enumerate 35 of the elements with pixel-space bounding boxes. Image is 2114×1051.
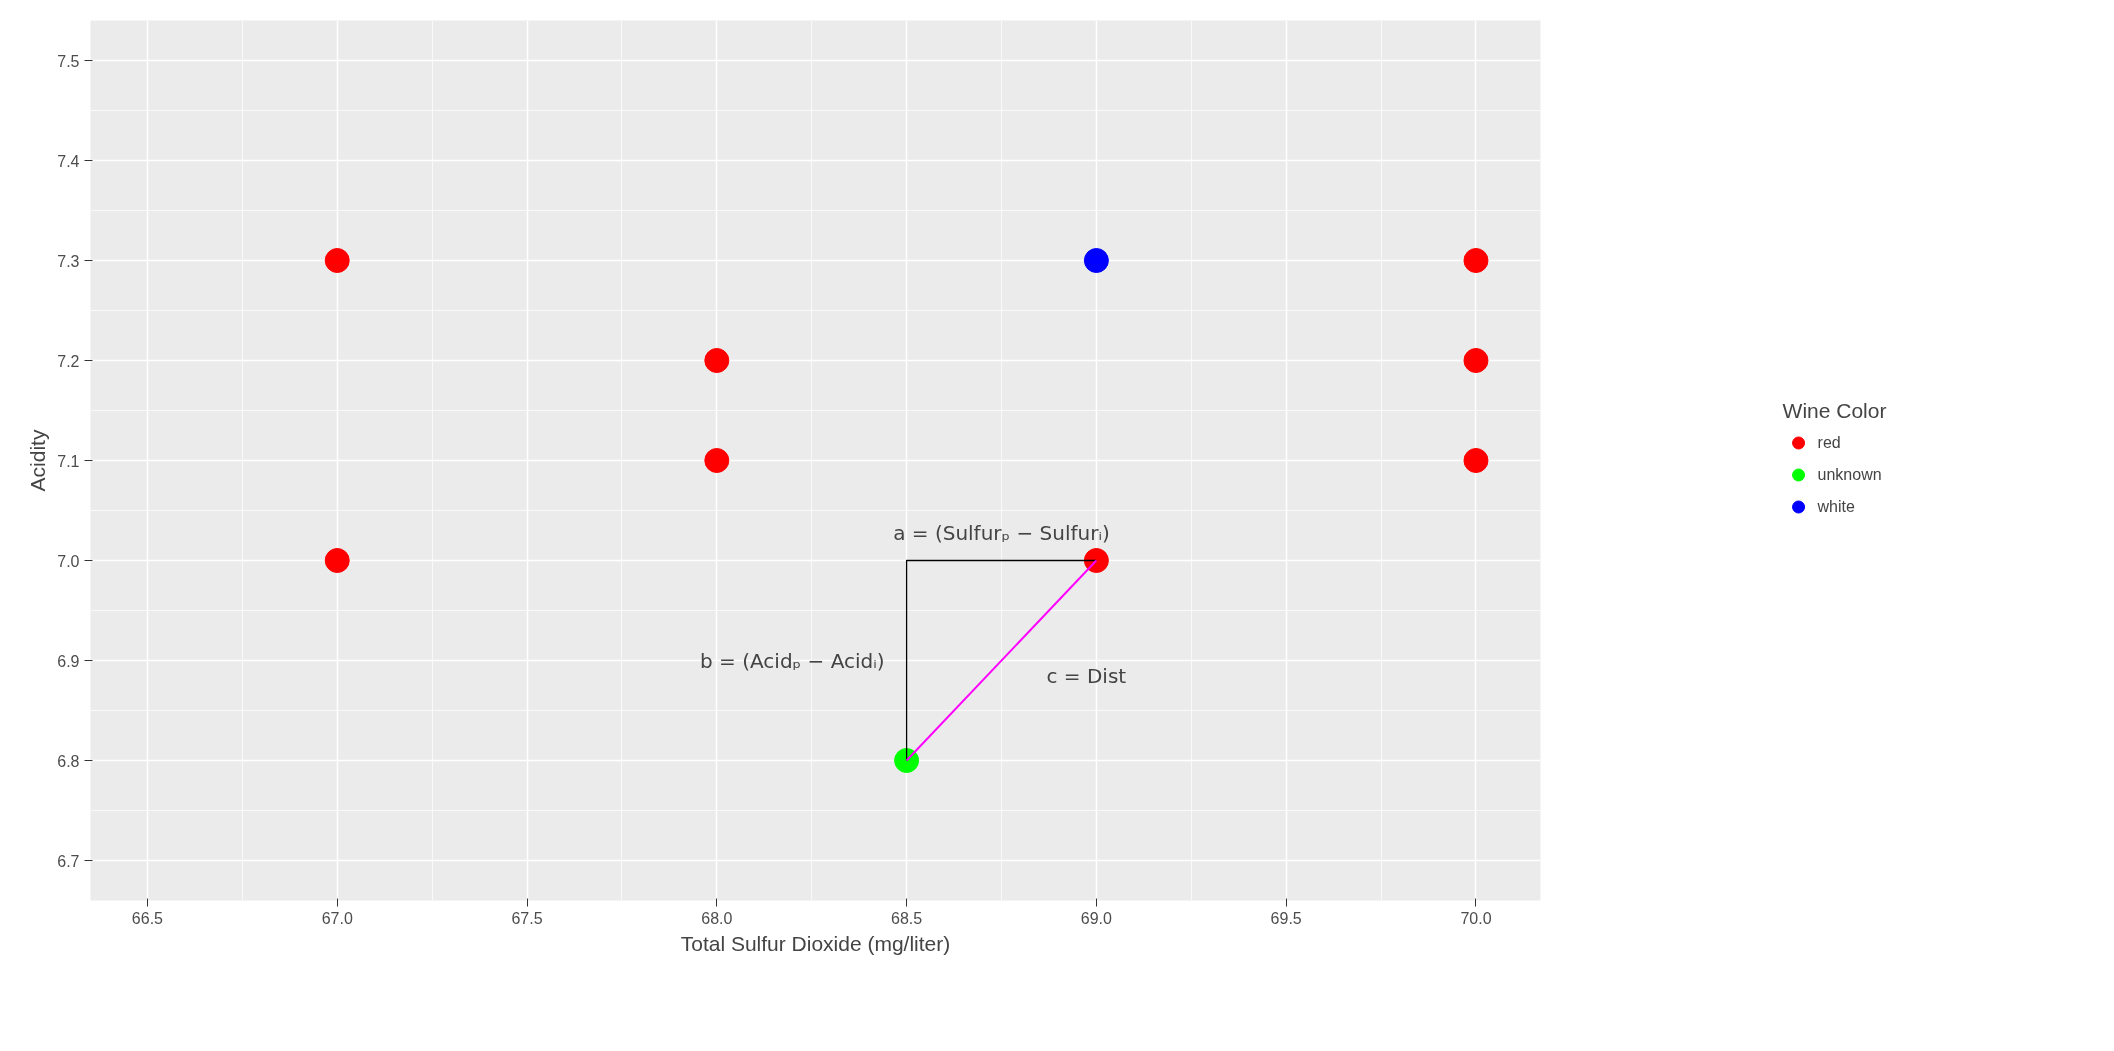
y-axis-title: Acidity (26, 429, 50, 492)
point (1463, 248, 1489, 273)
y-tick-label: 7.2 (57, 352, 80, 370)
x-tick-label: 68.5 (891, 909, 923, 927)
y-tick-label: 7.4 (57, 152, 80, 170)
x-tick-label: 66.5 (131, 909, 164, 927)
x-tick-label: 68.0 (701, 909, 733, 927)
point (1463, 348, 1489, 373)
y-tick-label: 7.0 (57, 552, 80, 570)
y-tick-label: 7.3 (57, 252, 80, 270)
y-tick-label: 6.9 (57, 652, 80, 670)
point (894, 748, 920, 773)
y-tick-label: 7.5 (57, 52, 80, 70)
point (1463, 448, 1489, 473)
x-tick-label: 67.5 (511, 909, 543, 927)
y-tick-label: 7.1 (57, 452, 80, 470)
legend-label: unknown (1817, 465, 1882, 484)
annotation: a = (Sulfurₚ − Sulfurᵢ) (893, 520, 1110, 545)
point (704, 348, 730, 373)
legend-label: red (1817, 433, 1841, 452)
y-tick-label: 6.7 (57, 852, 80, 870)
legend-title: Wine Color (1782, 398, 1887, 423)
x-tick-label: 69.0 (1080, 909, 1113, 927)
x-axis-title: Total Sulfur Dioxide (mg/liter) (680, 931, 951, 955)
x-tick-label: 69.5 (1270, 909, 1302, 927)
legend-label: white (1817, 497, 1855, 516)
annotation: b = (Acidₚ − Acidᵢ) (700, 648, 885, 673)
y-tick-label: 6.8 (57, 752, 80, 770)
x-tick-label: 70.0 (1460, 909, 1492, 927)
x-tick-label: 67.0 (321, 909, 353, 927)
point (1083, 248, 1109, 273)
point (324, 548, 350, 573)
annotation: c = Dist (1046, 663, 1127, 688)
point (324, 248, 350, 273)
point (704, 448, 730, 473)
